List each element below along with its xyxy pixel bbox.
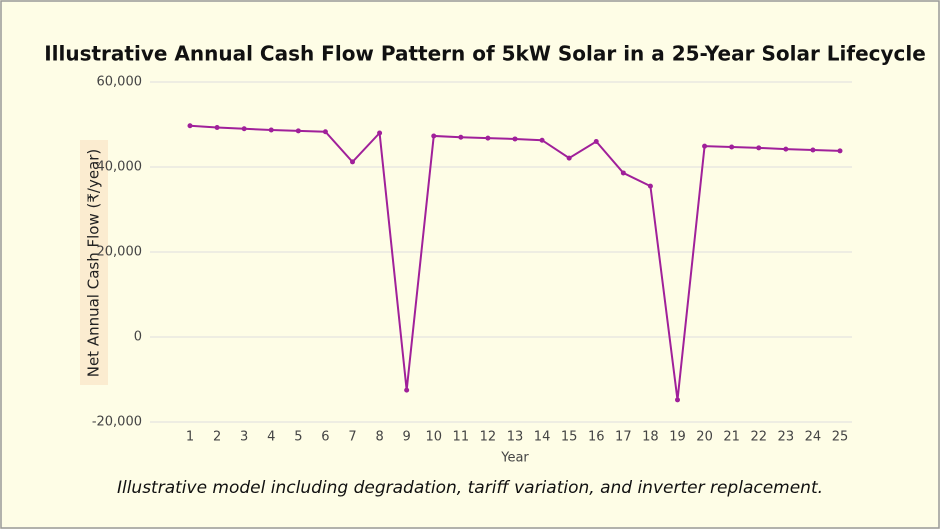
x-tick-label: 23 (778, 430, 795, 445)
point (485, 135, 491, 141)
point (837, 148, 843, 154)
y-label-box (80, 140, 108, 385)
x-tick-label: 13 (507, 430, 524, 445)
x-tick-label: 8 (375, 430, 383, 445)
point (377, 130, 383, 136)
x-tick-label: 21 (723, 430, 740, 445)
point (404, 387, 410, 393)
point (539, 137, 545, 143)
x-tick-label: 24 (805, 430, 822, 445)
x-tick-label: 18 (642, 430, 659, 445)
y-tick-label: -20,000 (92, 415, 142, 430)
x-tick-label: 20 (696, 430, 713, 445)
chart-title: Illustrative Annual Cash Flow Pattern of… (44, 42, 926, 66)
x-tick-label: 1 (186, 430, 194, 445)
x-tick-label: 16 (588, 430, 605, 445)
x-tick-label: 17 (615, 430, 632, 445)
point (431, 133, 437, 139)
x-tick-label: 15 (561, 430, 578, 445)
point (729, 144, 735, 150)
x-axis-label: Year (500, 451, 529, 466)
x-tick-label: 5 (294, 430, 302, 445)
x-tick-label: 2 (213, 430, 221, 445)
point (214, 124, 220, 130)
point (322, 129, 328, 135)
point (187, 123, 193, 129)
x-tick-label: 14 (534, 430, 551, 445)
y-tick-label: 20,000 (97, 245, 143, 260)
x-tick-label: 10 (425, 430, 442, 445)
y-tick-label: 0 (134, 330, 142, 345)
note: Illustrative model including degradation… (117, 478, 823, 498)
x-tick-label: 6 (321, 430, 329, 445)
point (810, 147, 816, 153)
point (566, 155, 572, 161)
point (241, 126, 247, 132)
y-tick-label: 40,000 (97, 160, 143, 175)
point (783, 146, 789, 152)
x-tick-label: 7 (348, 430, 356, 445)
y-axis-label: Net Annual Cash Flow (₹/year) (85, 149, 103, 378)
x-tick-label: 19 (669, 430, 686, 445)
x-tick-label: 3 (240, 430, 248, 445)
point (647, 183, 653, 189)
point (702, 143, 708, 149)
x-tick-label: 11 (453, 430, 470, 445)
x-tick-label: 4 (267, 430, 275, 445)
y-tick-label: 60,000 (97, 75, 143, 90)
x-tick-label: 22 (750, 430, 767, 445)
point (593, 139, 599, 144)
point (295, 128, 301, 134)
point (458, 134, 464, 140)
x-tick-label: 12 (480, 430, 497, 445)
point (620, 170, 626, 176)
point (756, 145, 762, 151)
point (675, 397, 680, 403)
point (268, 127, 274, 133)
x-tick-label: 9 (403, 430, 411, 445)
point (512, 136, 518, 142)
x-tick-label: 25 (832, 430, 849, 445)
point (350, 159, 355, 165)
